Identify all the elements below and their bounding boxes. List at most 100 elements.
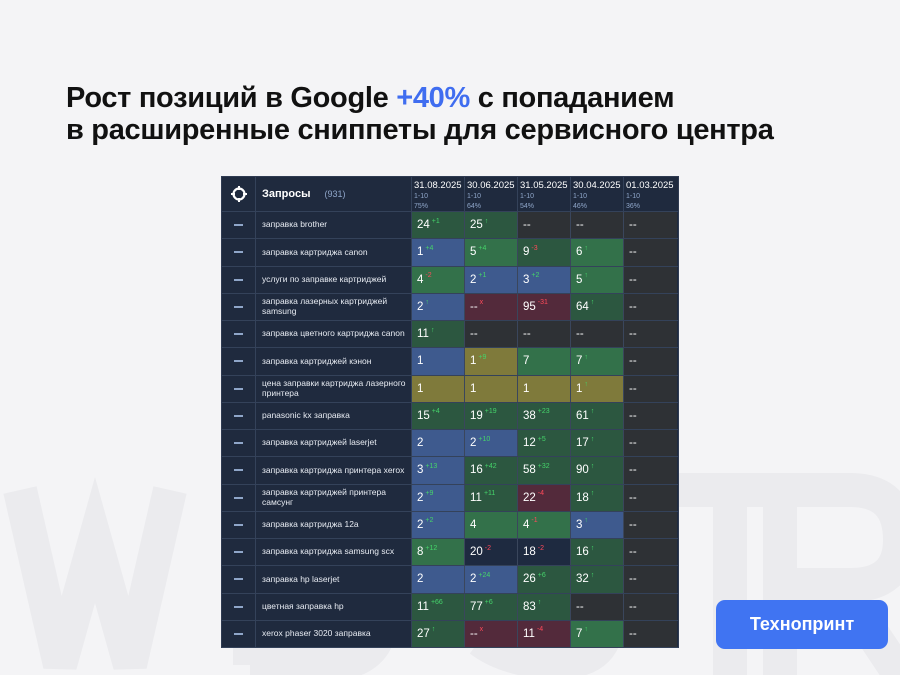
collapse-button[interactable] [222, 566, 256, 593]
position-cell[interactable]: 18 -2 [518, 539, 571, 566]
position-cell[interactable]: 1 [465, 375, 518, 402]
collapse-button[interactable] [222, 348, 256, 375]
position-cell[interactable]: -- [624, 239, 677, 266]
company-button[interactable]: Технопринт [716, 600, 888, 649]
position-cell[interactable]: 2 +9 [412, 484, 465, 511]
position-cell[interactable]: 18 ↑ [571, 484, 624, 511]
position-cell[interactable]: 1 [518, 375, 571, 402]
position-cell[interactable]: -- [624, 539, 677, 566]
query-text[interactable]: услуги по заправке картриджей [256, 266, 412, 293]
position-cell[interactable]: 4 [465, 511, 518, 538]
position-cell[interactable]: -- [518, 321, 571, 348]
position-cell[interactable]: -- [624, 348, 677, 375]
position-cell[interactable]: 1 +9 [465, 348, 518, 375]
position-cell[interactable]: 15 +4 [412, 402, 465, 429]
position-cell[interactable]: -- [624, 375, 677, 402]
position-cell[interactable]: -- [465, 321, 518, 348]
position-cell[interactable]: 11 +66 [412, 593, 465, 620]
position-cell[interactable]: 17 ↑ [571, 430, 624, 457]
position-cell[interactable]: 38 +23 [518, 402, 571, 429]
position-cell[interactable]: -- [624, 402, 677, 429]
collapse-button[interactable] [222, 593, 256, 620]
position-cell[interactable]: 11 ↑ [412, 321, 465, 348]
position-cell[interactable]: 1 ↑ [571, 375, 624, 402]
position-cell[interactable]: 3 ↑ [571, 511, 624, 538]
position-cell[interactable]: 5 ↑ [571, 266, 624, 293]
collapse-button[interactable] [222, 539, 256, 566]
collapse-button[interactable] [222, 321, 256, 348]
date-column-header[interactable]: 01.03.2025 1-10 36% [624, 177, 677, 211]
query-text[interactable]: заправка картриджа 12a [256, 511, 412, 538]
position-cell[interactable]: 26 +6 [518, 566, 571, 593]
date-column-header[interactable]: 31.05.2025 1-10 54% [518, 177, 571, 211]
position-cell[interactable]: 64 ↑ [571, 293, 624, 320]
position-cell[interactable]: 8 +12 [412, 539, 465, 566]
query-text[interactable]: цена заправки картриджа лазерного принте… [256, 375, 412, 402]
query-text[interactable]: заправка картриджа samsung scx [256, 539, 412, 566]
position-cell[interactable]: -- [624, 620, 677, 647]
position-cell[interactable]: 5 +4 [465, 239, 518, 266]
query-text[interactable]: заправка лазерных картриджей samsung [256, 293, 412, 320]
position-cell[interactable]: -- [624, 511, 677, 538]
position-cell[interactable]: -- [624, 321, 677, 348]
position-cell[interactable]: 32 ↑ [571, 566, 624, 593]
position-cell[interactable]: 7 [518, 348, 571, 375]
position-cell[interactable]: 27 ↑ [412, 620, 465, 647]
position-cell[interactable]: 2 [412, 566, 465, 593]
collapse-button[interactable] [222, 511, 256, 538]
position-cell[interactable]: 11 +11 [465, 484, 518, 511]
position-cell[interactable]: -- [624, 430, 677, 457]
position-cell[interactable]: 77 +6 [465, 593, 518, 620]
position-cell[interactable]: -- [571, 212, 624, 239]
query-text[interactable]: panasonic kx заправка [256, 402, 412, 429]
query-text[interactable]: заправка картриджей laserjet [256, 430, 412, 457]
position-cell[interactable]: 6 ↑ [571, 239, 624, 266]
collapse-button[interactable] [222, 620, 256, 647]
collapse-button[interactable] [222, 212, 256, 239]
position-cell[interactable]: -- x [465, 620, 518, 647]
query-text[interactable]: xerox phaser 3020 заправка [256, 620, 412, 647]
position-cell[interactable]: 16 +42 [465, 457, 518, 484]
collapse-button[interactable] [222, 457, 256, 484]
collapse-button[interactable] [222, 375, 256, 402]
position-cell[interactable]: 3 +13 [412, 457, 465, 484]
position-cell[interactable]: 7 ↑ [571, 620, 624, 647]
collapse-button[interactable] [222, 430, 256, 457]
query-text[interactable]: заправка brother [256, 212, 412, 239]
position-cell[interactable]: -- [518, 212, 571, 239]
crosshair-icon[interactable] [222, 177, 256, 211]
query-text[interactable]: заправка картриджей кэнон [256, 348, 412, 375]
position-cell[interactable]: -- [624, 212, 677, 239]
position-cell[interactable]: 2 ↑ [412, 293, 465, 320]
collapse-button[interactable] [222, 402, 256, 429]
position-cell[interactable]: 25 ↑ [465, 212, 518, 239]
date-column-header[interactable]: 31.08.2025 1-10 75% [412, 177, 465, 211]
position-cell[interactable]: 2 +1 [465, 266, 518, 293]
position-cell[interactable]: 2 +24 [465, 566, 518, 593]
position-cell[interactable]: 7 ↑ [571, 348, 624, 375]
query-text[interactable]: заправка цветного картриджа canon [256, 321, 412, 348]
position-cell[interactable]: 4 -1 [518, 511, 571, 538]
position-cell[interactable]: 2 [412, 430, 465, 457]
position-cell[interactable]: 11 -4 [518, 620, 571, 647]
position-cell[interactable]: -- [624, 266, 677, 293]
position-cell[interactable]: 61 ↑ [571, 402, 624, 429]
query-text[interactable]: заправка картриджа принтера xerox [256, 457, 412, 484]
position-cell[interactable]: 1 [412, 348, 465, 375]
position-cell[interactable]: 9 -3 [518, 239, 571, 266]
queries-header[interactable]: Запросы (931) [256, 177, 412, 211]
collapse-button[interactable] [222, 266, 256, 293]
position-cell[interactable]: -- x [465, 293, 518, 320]
position-cell[interactable]: 83 ↑ [518, 593, 571, 620]
query-text[interactable]: цветная заправка hp [256, 593, 412, 620]
position-cell[interactable]: -- [624, 593, 677, 620]
position-cell[interactable]: -- [624, 566, 677, 593]
position-cell[interactable]: -- [571, 593, 624, 620]
position-cell[interactable]: 3 +2 [518, 266, 571, 293]
query-text[interactable]: заправка hp laserjet [256, 566, 412, 593]
position-cell[interactable]: -- [624, 484, 677, 511]
position-cell[interactable]: 20 -2 [465, 539, 518, 566]
position-cell[interactable]: 24 +1 [412, 212, 465, 239]
position-cell[interactable]: -- [571, 321, 624, 348]
collapse-button[interactable] [222, 293, 256, 320]
